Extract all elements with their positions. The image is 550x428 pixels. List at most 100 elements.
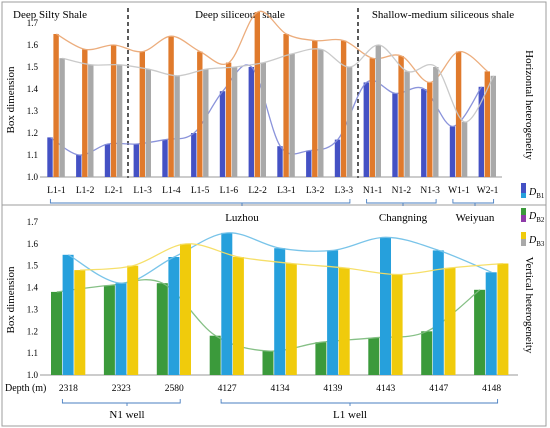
bar — [285, 263, 297, 375]
bar — [156, 283, 168, 375]
group-label-l1-well: L1 well — [333, 409, 367, 421]
bar — [485, 272, 497, 375]
bar — [174, 75, 180, 177]
x-tick-label: 4143 — [376, 384, 395, 394]
legend-db3-sub: B3 — [536, 240, 545, 248]
trend-curve — [62, 44, 495, 123]
x-tick-label: N1-2 — [392, 186, 412, 196]
bar — [115, 283, 127, 375]
legend-db1-prefix: D — [528, 187, 537, 198]
bar — [209, 335, 221, 375]
bar — [62, 254, 74, 375]
x-tick-label: L2-2 — [248, 186, 267, 196]
bar — [168, 257, 180, 375]
legend: DB1 DB2 DB3 — [521, 183, 545, 248]
legend-label-db3: DB3 — [528, 235, 545, 248]
x-tick-label: N1-3 — [420, 186, 440, 196]
legend-swatch-db1-a — [521, 183, 526, 193]
y-tick-label: 1.5 — [27, 62, 39, 72]
x-tick-label: L1-5 — [191, 186, 210, 196]
bar — [398, 56, 404, 177]
x-tick-label: 4147 — [429, 384, 448, 394]
y-tick-label: 1.0 — [27, 370, 39, 380]
x-tick-label: 4148 — [482, 384, 501, 394]
bar — [346, 67, 353, 177]
y-tick-label: 1.3 — [27, 304, 39, 314]
bar — [368, 337, 380, 375]
bar — [283, 34, 289, 177]
x-tick-label: 4134 — [271, 384, 290, 394]
group-bracket — [61, 399, 181, 406]
bottom-panel-frame — [1, 204, 547, 427]
depth-axis-title: Depth (m) — [5, 383, 46, 394]
x-tick-label: 4127 — [218, 384, 237, 394]
bar — [449, 126, 456, 177]
bar — [432, 250, 444, 375]
legend-item-db1: DB1 — [521, 183, 545, 200]
x-tick-label: 4139 — [323, 384, 342, 394]
bar — [203, 69, 209, 177]
legend-item-db2: DB2 — [521, 208, 545, 224]
bar — [162, 139, 168, 177]
x-tick-label: L3-3 — [335, 186, 354, 196]
bar — [312, 40, 318, 177]
bar — [478, 86, 484, 177]
bar — [338, 267, 350, 375]
bar — [327, 250, 339, 375]
bar — [116, 64, 123, 177]
bar — [88, 64, 94, 177]
legend-db3-prefix: D — [528, 235, 537, 246]
bar — [110, 45, 117, 177]
y-tick-label: 1.6 — [27, 239, 39, 249]
group-label-changning: Changning — [379, 212, 428, 224]
group-bracket — [452, 199, 495, 206]
y-tick-label: 1.5 — [27, 261, 39, 271]
bottom-side-label: Vertical heterogeneity — [523, 257, 535, 354]
bar — [180, 243, 191, 375]
legend-swatch-db3-a — [521, 232, 526, 239]
bar — [225, 62, 232, 177]
zone-title-deep-silty: Deep Silty Shale — [13, 9, 87, 21]
top-y-axis-title: Box dimension — [5, 66, 17, 133]
bar — [497, 263, 509, 375]
bar — [191, 133, 197, 177]
y-tick-label: 1.2 — [27, 128, 38, 138]
bar — [404, 71, 410, 177]
x-tick-label: L1-2 — [76, 186, 95, 196]
top-side-label: Horizontal heterogeneity — [523, 50, 535, 160]
bar — [248, 67, 254, 177]
bar — [340, 40, 347, 177]
bar — [289, 53, 295, 177]
y-tick-label: 1.4 — [27, 283, 39, 293]
bar — [197, 51, 203, 177]
bar — [53, 34, 59, 177]
bar — [76, 155, 82, 177]
legend-swatch-db3-b — [521, 239, 526, 246]
x-tick-label: L1-1 — [47, 186, 66, 196]
y-tick-label: 1.1 — [27, 348, 38, 358]
bar — [219, 91, 226, 177]
legend-db2-prefix: D — [528, 211, 537, 222]
x-tick-label: L1-3 — [133, 186, 152, 196]
bar — [315, 342, 327, 375]
x-tick-label: L3-1 — [277, 186, 296, 196]
group-bracket — [49, 199, 351, 206]
bar — [277, 146, 283, 177]
trend-curve — [80, 243, 504, 276]
x-tick-label: 2318 — [59, 384, 78, 394]
bar — [421, 331, 433, 375]
bar — [47, 137, 53, 177]
x-tick-label: N1-1 — [363, 186, 383, 196]
x-tick-label: L1-4 — [162, 186, 181, 196]
bar — [221, 232, 233, 375]
bar — [490, 75, 496, 177]
group-bracket — [366, 199, 437, 206]
bar — [391, 274, 403, 375]
y-tick-label: 1.6 — [27, 40, 39, 50]
bar — [232, 257, 244, 375]
bar — [231, 67, 238, 177]
bar — [375, 45, 381, 177]
group-bracket — [220, 399, 499, 406]
bar — [104, 144, 111, 177]
